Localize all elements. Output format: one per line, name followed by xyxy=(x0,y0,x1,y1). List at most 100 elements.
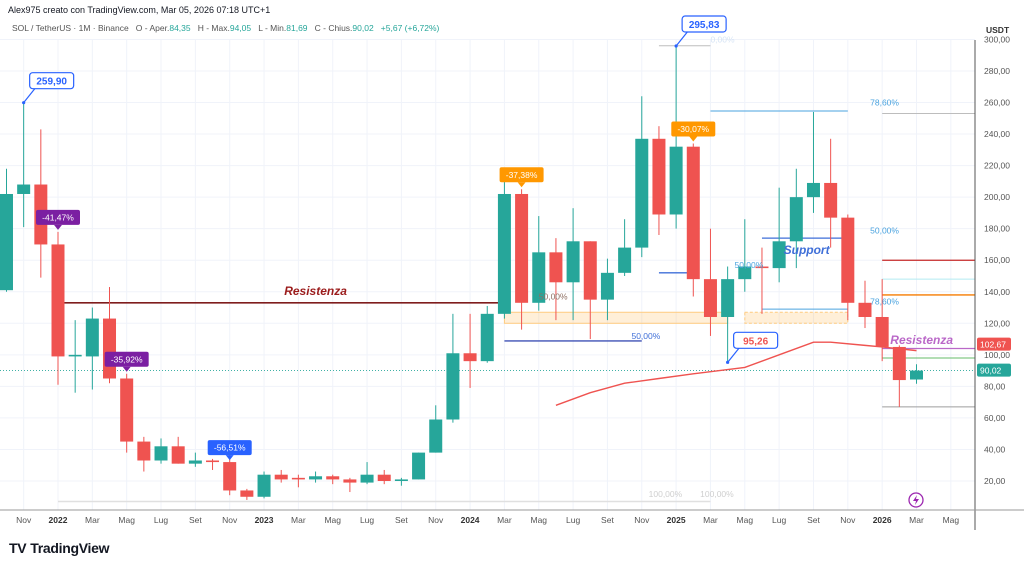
x-tick-label: Lug xyxy=(566,515,580,525)
y-tick-label: 220,00 xyxy=(984,161,1010,171)
candle xyxy=(789,168,803,269)
candle xyxy=(137,436,151,472)
x-tick-label: Mag xyxy=(737,515,754,525)
candle-body xyxy=(171,446,185,464)
y-tick-label: 40,00 xyxy=(984,444,1006,454)
candle xyxy=(257,471,271,499)
support-zone xyxy=(744,311,849,324)
ma-price-tag: 102,67 xyxy=(977,337,1011,351)
chart-annotation-text: 78,60% xyxy=(870,98,899,108)
candle xyxy=(772,187,786,283)
x-tick-label: Mar xyxy=(909,515,924,525)
x-tick-label: Nov xyxy=(222,515,238,525)
callout-box xyxy=(29,72,75,90)
candle-body xyxy=(377,474,391,481)
candle-body xyxy=(910,370,923,380)
price-callout: 295,83 xyxy=(674,15,727,48)
candle xyxy=(360,462,374,485)
x-tick-label: Mag xyxy=(118,515,135,525)
x-tick-label: 2023 xyxy=(255,515,274,525)
x-tick-label: 2026 xyxy=(873,515,892,525)
candle-body xyxy=(875,316,889,347)
candle xyxy=(738,219,752,292)
candle xyxy=(429,405,443,453)
x-tick-label: 2024 xyxy=(461,515,480,525)
chart-annotation-text: 50,00% xyxy=(870,225,899,235)
y-tick-label: 200,00 xyxy=(984,192,1010,202)
y-tick-label: 120,00 xyxy=(984,318,1010,328)
x-tick-label: Mar xyxy=(703,515,718,525)
candle xyxy=(858,280,872,329)
label-box xyxy=(36,209,80,225)
candle-body xyxy=(429,419,443,453)
x-tick-label: Set xyxy=(601,515,614,525)
callout-pointer xyxy=(727,346,741,363)
candle xyxy=(463,313,477,388)
chart-annotation-text: 100,00% xyxy=(649,489,683,499)
label-box xyxy=(104,351,149,367)
candle-body xyxy=(68,354,82,357)
y-tick-label: 60,00 xyxy=(984,413,1006,423)
candle-body xyxy=(154,446,168,461)
candle xyxy=(566,208,580,321)
label-pointer xyxy=(225,455,234,461)
x-tick-label: 2025 xyxy=(667,515,686,525)
candle-body xyxy=(120,378,134,442)
candle-body xyxy=(635,138,649,248)
candle xyxy=(721,266,735,363)
candle-body xyxy=(515,193,529,303)
tradingview-logo-icon: TV xyxy=(9,540,27,556)
y-tick-label: 140,00 xyxy=(984,287,1010,297)
percent-change-label: -56,51% xyxy=(207,440,252,461)
candle-body xyxy=(103,318,117,379)
x-tick-label: Set xyxy=(807,515,820,525)
candle-body xyxy=(274,474,288,480)
candle-body xyxy=(755,266,769,269)
candle-body xyxy=(789,197,803,242)
x-tick-label: Set xyxy=(189,515,202,525)
chart-credit: Alex975 creato con TradingView.com, Mar … xyxy=(8,5,271,15)
candle xyxy=(68,320,82,393)
candle xyxy=(309,471,323,483)
candle-body xyxy=(806,182,820,198)
lightning-icon[interactable] xyxy=(908,492,924,508)
candle xyxy=(51,231,65,385)
support-zone xyxy=(503,311,729,324)
candle-body xyxy=(412,452,426,480)
label-text: -37,38% xyxy=(506,170,538,180)
label-pointer xyxy=(122,366,131,372)
chart-annotation-text: 50,00% xyxy=(539,292,568,302)
x-tick-label: Mag xyxy=(324,515,341,525)
x-tick-label: 2022 xyxy=(49,515,68,525)
label-text: -41,47% xyxy=(42,212,74,222)
callout-anchor xyxy=(726,360,730,364)
y-tick-label: 240,00 xyxy=(984,129,1010,139)
price-tag-box xyxy=(977,363,1011,377)
candle xyxy=(412,452,426,480)
candle xyxy=(0,168,13,292)
change-value: +5,67 (+6,72%) xyxy=(380,23,440,33)
candle-body xyxy=(858,302,872,317)
candle xyxy=(669,46,683,229)
candle xyxy=(824,138,838,248)
chart-annotation-text: 78,60% xyxy=(870,296,899,306)
candle-body xyxy=(446,353,460,420)
label-text: -30,07% xyxy=(677,124,709,134)
percent-change-label: -37,38% xyxy=(499,167,544,188)
low-value: 81,69 xyxy=(286,23,308,33)
x-tick-label: Nov xyxy=(16,515,32,525)
callout-box xyxy=(733,331,779,349)
tradingview-logo[interactable]: TV TradingView xyxy=(9,540,110,556)
price-tag-box xyxy=(977,337,1011,351)
candle-body xyxy=(223,462,237,491)
y-tick-label: 20,00 xyxy=(984,476,1006,486)
chart-annotation-text: Resistenza xyxy=(890,333,953,347)
candle-body xyxy=(188,460,202,464)
candle-body xyxy=(394,479,408,481)
candle xyxy=(446,313,460,423)
candle-body xyxy=(618,247,632,273)
price-callout: 95,26 xyxy=(726,331,779,364)
candle xyxy=(377,469,391,485)
candle xyxy=(652,126,666,235)
